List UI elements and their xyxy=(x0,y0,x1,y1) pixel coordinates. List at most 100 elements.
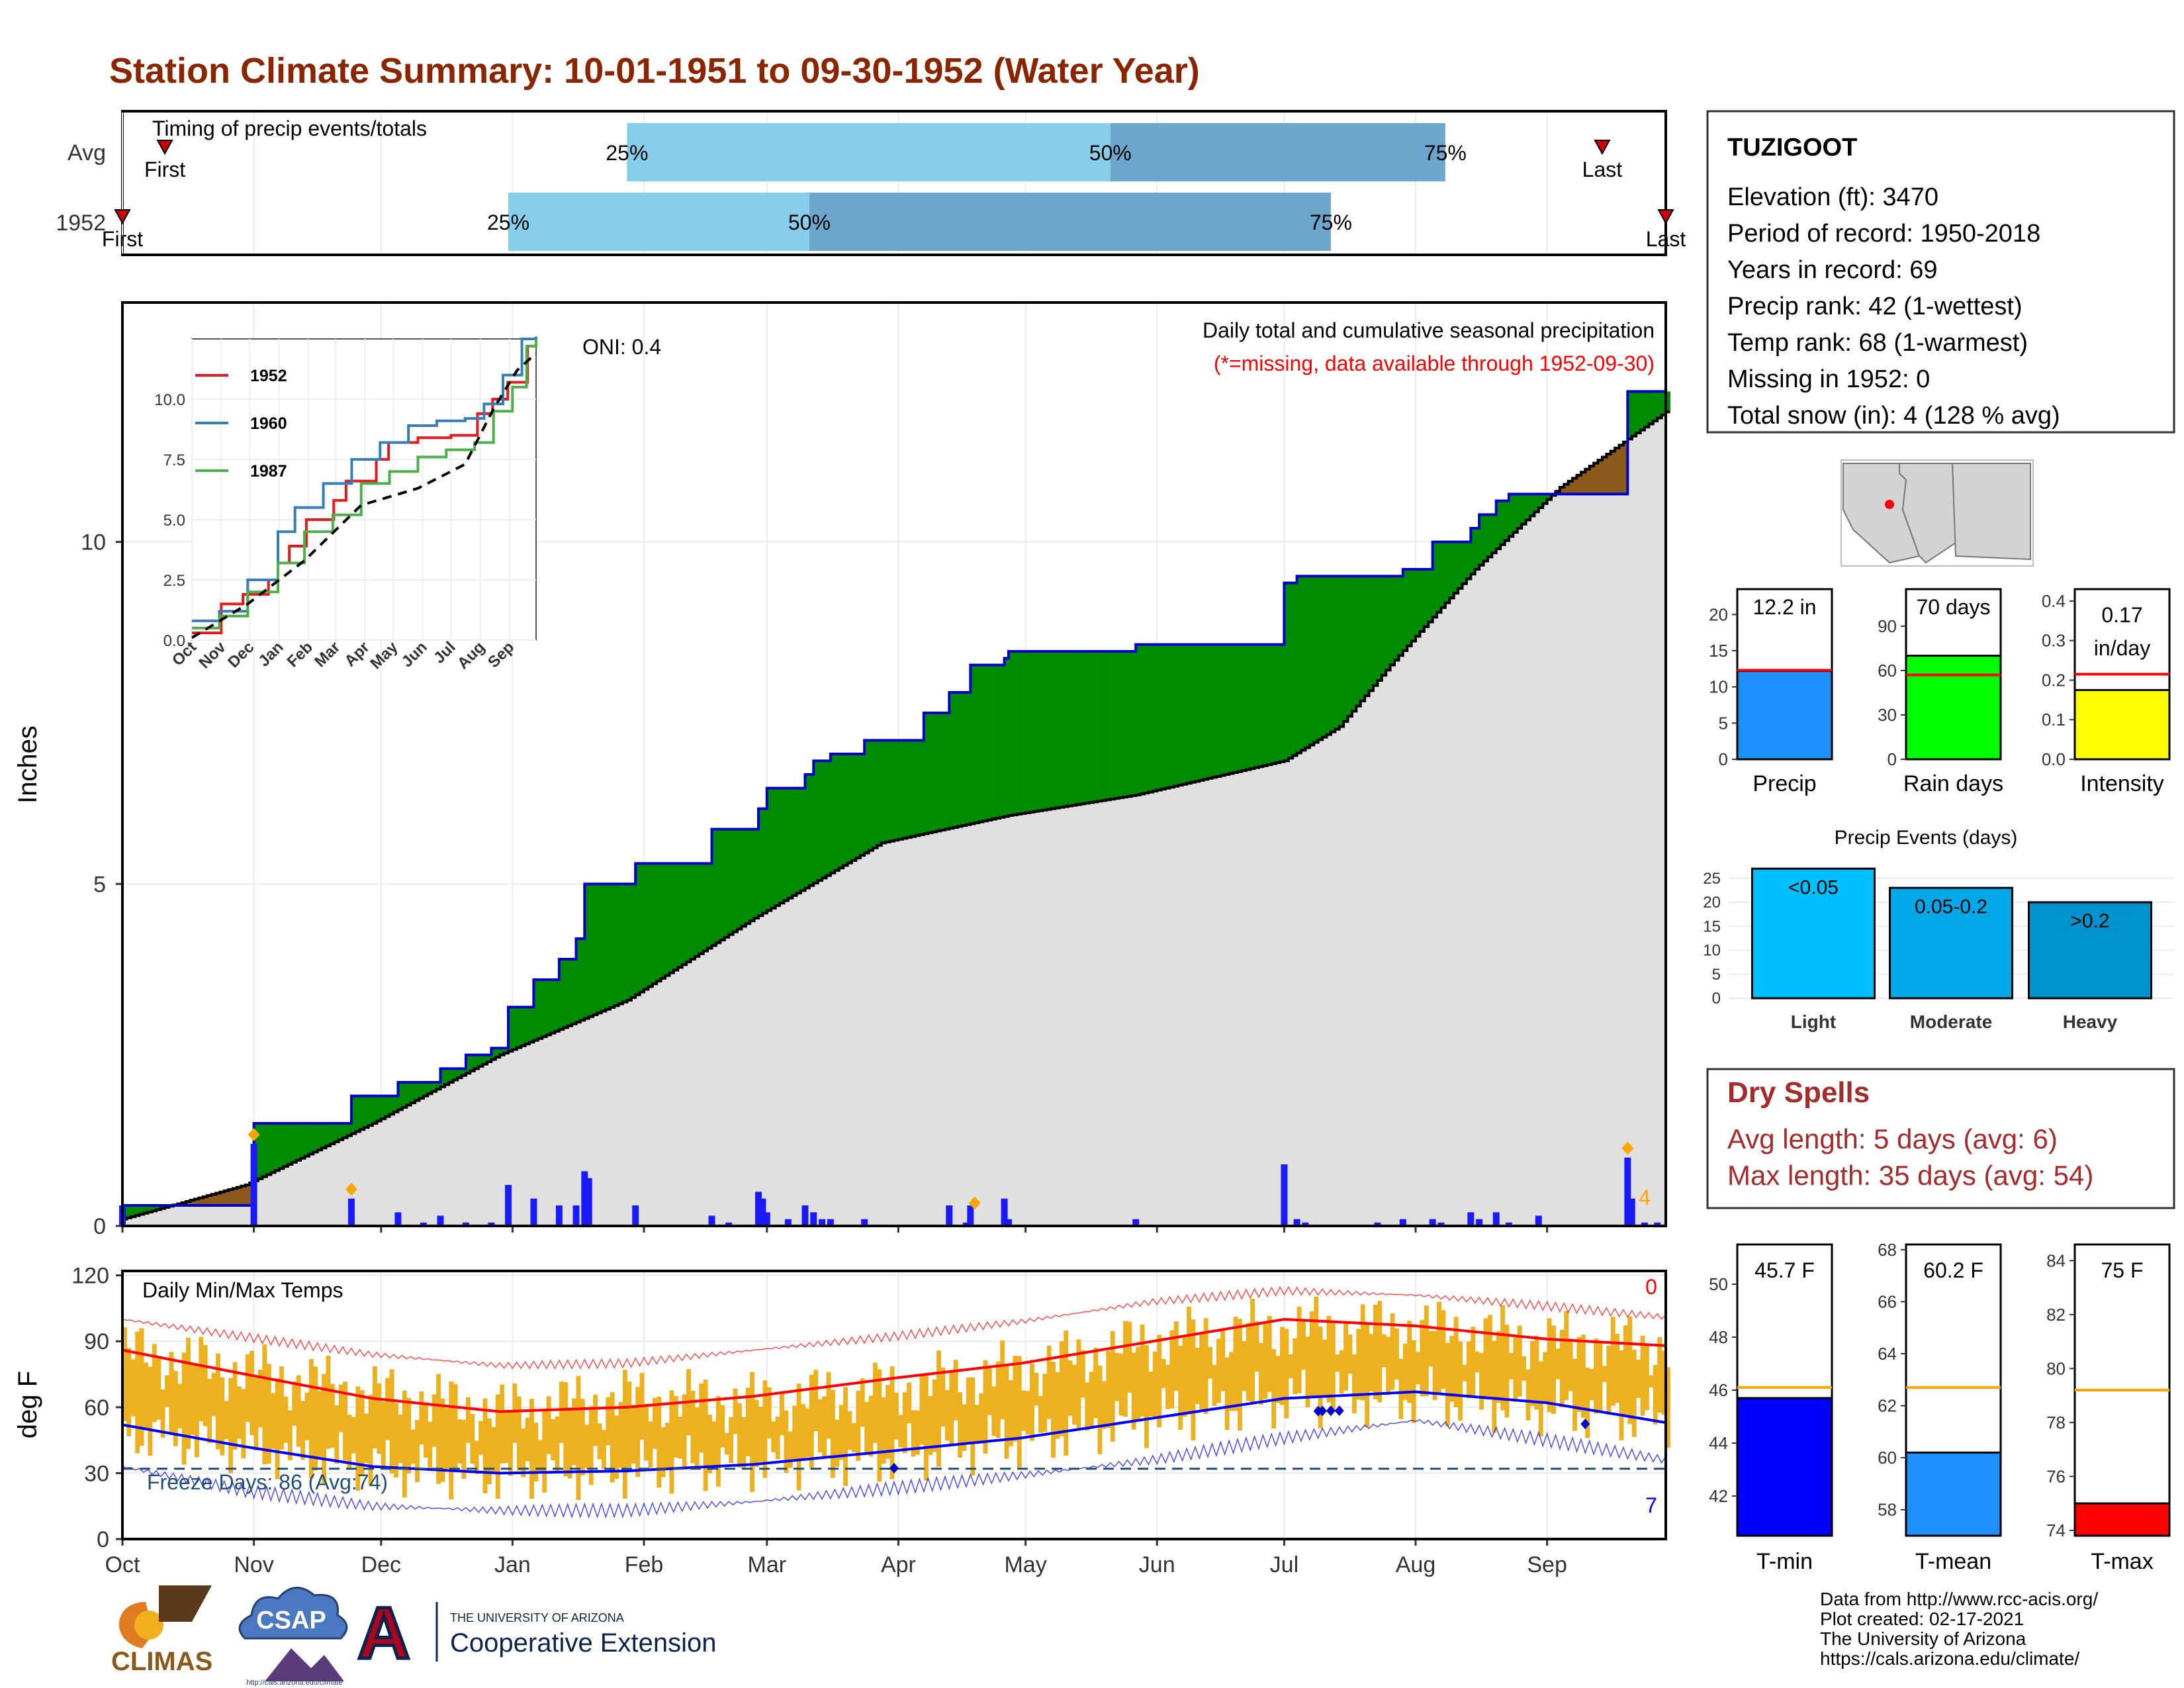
inset-y-tick-label: 7.5 xyxy=(163,451,185,469)
tempbar-value xyxy=(1736,1397,1833,1537)
below-avg-fill xyxy=(186,1201,191,1205)
precip-events-chart: Precip Events (days) 0 5 10 15 20 25 <0.05 Ligh… xyxy=(1703,827,2174,1032)
above-avg-fill xyxy=(991,665,997,820)
daily-temp-bar xyxy=(915,1410,920,1455)
above-avg-fill xyxy=(152,1205,157,1211)
below-avg-fill xyxy=(203,1196,208,1205)
daily-temp-bar xyxy=(1657,1336,1662,1413)
above-avg-fill xyxy=(1064,651,1069,807)
daily-temp-bar xyxy=(788,1431,793,1468)
above-avg-fill xyxy=(1076,651,1081,805)
above-avg-fill xyxy=(835,754,840,871)
above-avg-fill xyxy=(1411,569,1416,641)
above-avg-fill xyxy=(745,829,751,924)
daily-precip-bar xyxy=(1374,1222,1381,1226)
above-avg-fill xyxy=(1000,665,1005,818)
above-avg-fill xyxy=(639,863,645,992)
above-avg-fill xyxy=(737,829,742,929)
snow-count: 4 xyxy=(1639,1186,1651,1209)
daily-precip-bar xyxy=(1429,1219,1436,1226)
above-avg-fill xyxy=(1110,651,1115,800)
below-avg-fill xyxy=(181,1202,187,1205)
x-tick-label: Apr xyxy=(881,1552,916,1577)
above-avg-fill xyxy=(1097,651,1103,802)
daily-temp-bar xyxy=(835,1419,840,1467)
above-avg-fill xyxy=(826,761,831,876)
dry-spells-avg: Avg length: 5 days (avg: 6) xyxy=(1727,1123,2058,1154)
tempbar-tick-label: 42 xyxy=(1709,1486,1728,1506)
daily-temp-bar xyxy=(334,1405,340,1464)
above-avg-fill xyxy=(410,1082,416,1103)
above-avg-fill xyxy=(1305,576,1310,748)
above-avg-fill xyxy=(1377,576,1383,680)
daily-temp-bar xyxy=(1594,1338,1598,1414)
above-avg-fill xyxy=(944,713,950,829)
daily-temp-bar xyxy=(660,1427,666,1477)
inset-avg-line xyxy=(191,352,537,639)
below-avg-fill xyxy=(215,1193,220,1205)
daily-precip-bar xyxy=(1302,1222,1309,1226)
above-avg-fill xyxy=(805,774,810,888)
below-avg-fill xyxy=(1610,451,1615,494)
daily-temp-bar xyxy=(1297,1306,1302,1393)
daily-temp-bar xyxy=(266,1364,271,1464)
above-avg-fill xyxy=(1445,541,1450,603)
quartile-label: 25% xyxy=(606,141,648,165)
daily-temp-bar xyxy=(745,1387,751,1457)
record-low-marker xyxy=(1326,1405,1336,1417)
daily-temp-bar xyxy=(1144,1345,1149,1448)
tempbar-tick-label: 62 xyxy=(1878,1396,1897,1416)
y-tick-label: 30 xyxy=(84,1461,109,1486)
above-avg-fill xyxy=(1199,644,1205,780)
daily-precip-bar xyxy=(962,1222,970,1226)
above-avg-fill xyxy=(1224,644,1230,774)
above-avg-fill xyxy=(1343,576,1349,722)
daily-temp-bar xyxy=(830,1389,835,1478)
tempbar-value xyxy=(1905,1451,2002,1537)
daily-temp-bar xyxy=(877,1369,882,1482)
daily-temp-bar xyxy=(1122,1321,1128,1417)
below-avg-fill xyxy=(232,1188,238,1205)
above-avg-fill xyxy=(1462,541,1467,584)
above-avg-fill xyxy=(766,788,772,911)
daily-temp-bar xyxy=(652,1397,657,1449)
daily-precip-bar xyxy=(1132,1219,1140,1226)
daily-temp-bar xyxy=(482,1398,488,1494)
below-avg-fill xyxy=(220,1192,225,1205)
daily-temp-bar xyxy=(1420,1320,1425,1397)
event-marker xyxy=(114,209,131,225)
daily-temp-bar xyxy=(355,1386,361,1491)
y-tick-label: 90 xyxy=(84,1329,109,1354)
daily-temp-bar xyxy=(567,1409,572,1479)
above-avg-fill xyxy=(1089,651,1094,803)
above-avg-fill xyxy=(1432,541,1437,618)
x-tick-label: Nov xyxy=(234,1552,273,1577)
above-avg-fill xyxy=(1420,569,1425,632)
daily-temp-bar xyxy=(669,1390,674,1494)
above-avg-fill xyxy=(1136,644,1141,795)
precip-inset: 0.02.55.07.510.0OctNovDecJanFebMarAprMay… xyxy=(154,336,537,673)
above-avg-fill xyxy=(1386,576,1391,671)
daily-precip-bar xyxy=(801,1205,809,1226)
below-avg-fill xyxy=(190,1200,195,1205)
above-avg-fill xyxy=(160,1205,165,1209)
daily-temp-bar xyxy=(1046,1345,1052,1419)
cooperative-extension: Cooperative Extension xyxy=(450,1628,716,1658)
daily-temp-bar xyxy=(372,1366,377,1448)
minibar-tick-label: 5 xyxy=(1719,713,1728,733)
daily-temp-bar xyxy=(533,1423,539,1482)
above-avg-fill xyxy=(402,1082,407,1107)
above-avg-fill xyxy=(1115,651,1120,799)
above-avg-fill xyxy=(148,1205,153,1212)
daily-temp-bar xyxy=(1025,1391,1030,1435)
daily-temp-bar xyxy=(1547,1318,1552,1413)
daily-precip-bar xyxy=(585,1178,592,1226)
above-avg-fill xyxy=(394,1096,399,1112)
above-avg-fill xyxy=(1314,576,1319,743)
observed-cumulative-line xyxy=(122,390,1666,1207)
above-avg-fill xyxy=(1309,576,1314,745)
daily-temp-bar xyxy=(1572,1358,1577,1431)
above-avg-fill xyxy=(597,884,602,1013)
above-avg-fill xyxy=(1068,651,1073,806)
daily-temp-bar xyxy=(1152,1351,1158,1419)
